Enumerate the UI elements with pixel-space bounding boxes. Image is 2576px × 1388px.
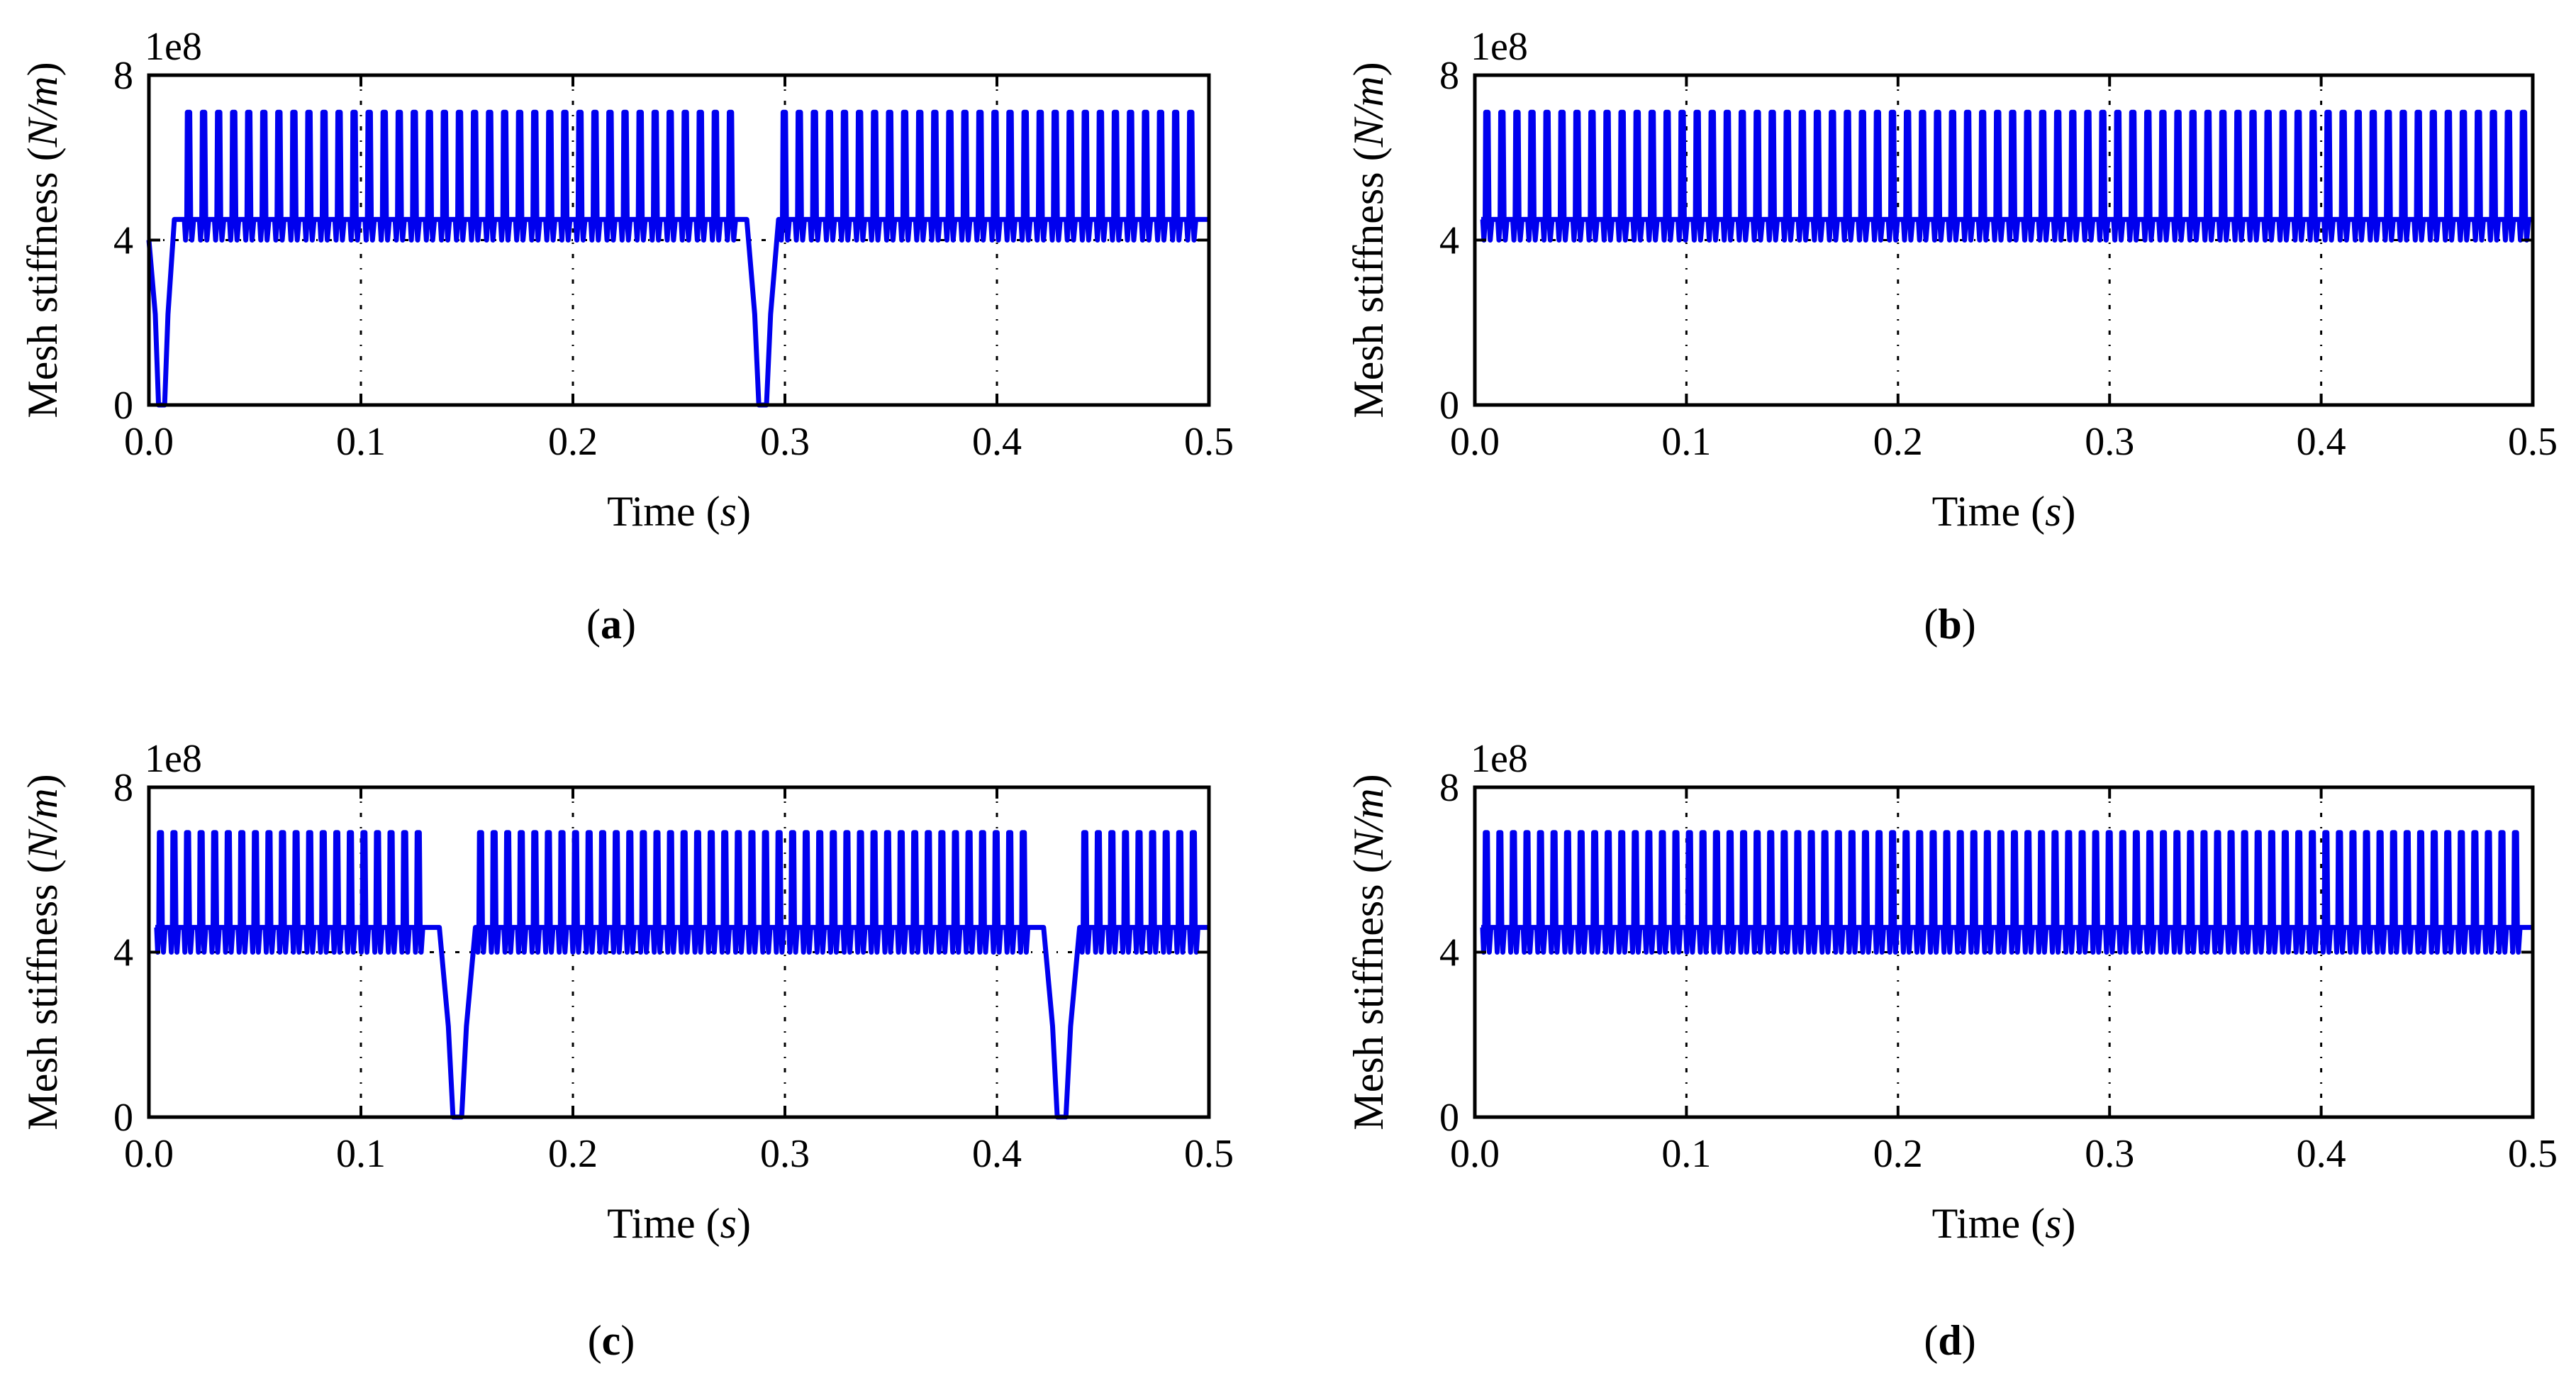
x-axis-label: Time (s) xyxy=(607,1200,751,1247)
x-tick-label: 0.2 xyxy=(548,1132,598,1176)
axis-multiplier: 1e8 xyxy=(145,25,202,69)
y-tick-label: 8 xyxy=(1439,54,1459,98)
y-tick-label: 0 xyxy=(1439,1096,1459,1140)
x-tick-label: 0.5 xyxy=(1184,1132,1234,1176)
caption-b: (b) xyxy=(1924,601,1975,648)
x-tick-label: 0.4 xyxy=(972,420,1022,464)
y-tick-label: 4 xyxy=(1439,931,1459,975)
x-tick-label: 0.0 xyxy=(124,1132,174,1176)
caption-a: (a) xyxy=(586,601,636,648)
series-line-d xyxy=(1480,830,2533,955)
y-axis-label: Mesh stiffness (N/m) xyxy=(1345,774,1392,1130)
subplot-b: 0.0 0.1 0.2 0.3 0.4 0.5 0 4 8 1e8 Time (s) Mesh sti… xyxy=(1345,25,2558,648)
x-tick-label: 0.2 xyxy=(1873,1132,1923,1176)
x-tick-label: 0.0 xyxy=(1450,420,1500,464)
x-tick-label: 0.4 xyxy=(2297,420,2346,464)
x-tick-label: 0.3 xyxy=(760,1132,810,1176)
x-tick-label: 0.0 xyxy=(124,420,174,464)
subplot-a: 0.0 0.1 0.2 0.3 0.4 0.5 0 4 8 1e8 Time (s) Mesh sti… xyxy=(19,25,1234,648)
series-line-b xyxy=(1480,109,2533,243)
y-axis-label: Mesh stiffness (N/m) xyxy=(19,62,66,418)
x-tick-label: 0.0 xyxy=(1450,1132,1500,1176)
x-tick-label: 0.2 xyxy=(548,420,598,464)
x-tick-label: 0.3 xyxy=(2085,420,2134,464)
y-axis-label: Mesh stiffness (N/m) xyxy=(1345,62,1392,418)
y-tick-label: 0 xyxy=(113,1096,133,1140)
x-tick-label: 0.4 xyxy=(972,1132,1022,1176)
y-tick-label: 4 xyxy=(113,931,133,975)
y-tick-label: 8 xyxy=(113,766,133,810)
subplot-c: 0.0 0.1 0.2 0.3 0.4 0.5 0 4 8 1e8 Time (s) Mesh sti… xyxy=(19,737,1234,1364)
x-tick-label: 0.1 xyxy=(1661,1132,1711,1176)
x-tick-label: 0.5 xyxy=(2508,420,2558,464)
axis-multiplier: 1e8 xyxy=(1471,737,1528,781)
subplot-d: 0.0 0.1 0.2 0.3 0.4 0.5 0 4 8 1e8 Time (s) Mesh sti… xyxy=(1345,737,2558,1364)
y-tick-label: 4 xyxy=(1439,219,1459,263)
x-tick-label: 0.1 xyxy=(336,1132,386,1176)
caption-c: (c) xyxy=(588,1317,635,1364)
x-tick-label: 0.1 xyxy=(336,420,386,464)
axis-multiplier: 1e8 xyxy=(1471,25,1528,69)
x-tick-label: 0.5 xyxy=(1184,420,1234,464)
series-line-c xyxy=(154,830,1209,1120)
y-tick-label: 8 xyxy=(113,54,133,98)
y-tick-label: 4 xyxy=(113,219,133,263)
y-tick-label: 8 xyxy=(1439,766,1459,810)
x-tick-label: 0.4 xyxy=(2297,1132,2346,1176)
x-tick-label: 0.5 xyxy=(2508,1132,2558,1176)
x-axis-label: Time (s) xyxy=(1932,1200,2076,1247)
series-line-a xyxy=(146,109,1209,408)
x-axis-label: Time (s) xyxy=(607,488,751,535)
x-axis-label: Time (s) xyxy=(1932,488,2076,535)
y-tick-label: 0 xyxy=(1439,384,1459,428)
x-tick-label: 0.2 xyxy=(1873,420,1923,464)
x-tick-label: 0.3 xyxy=(760,420,810,464)
caption-d: (d) xyxy=(1924,1317,1975,1364)
x-tick-label: 0.1 xyxy=(1661,420,1711,464)
axis-multiplier: 1e8 xyxy=(145,737,202,781)
x-tick-label: 0.3 xyxy=(2085,1132,2134,1176)
y-axis-label: Mesh stiffness (N/m) xyxy=(19,774,66,1130)
y-tick-label: 0 xyxy=(113,384,133,428)
